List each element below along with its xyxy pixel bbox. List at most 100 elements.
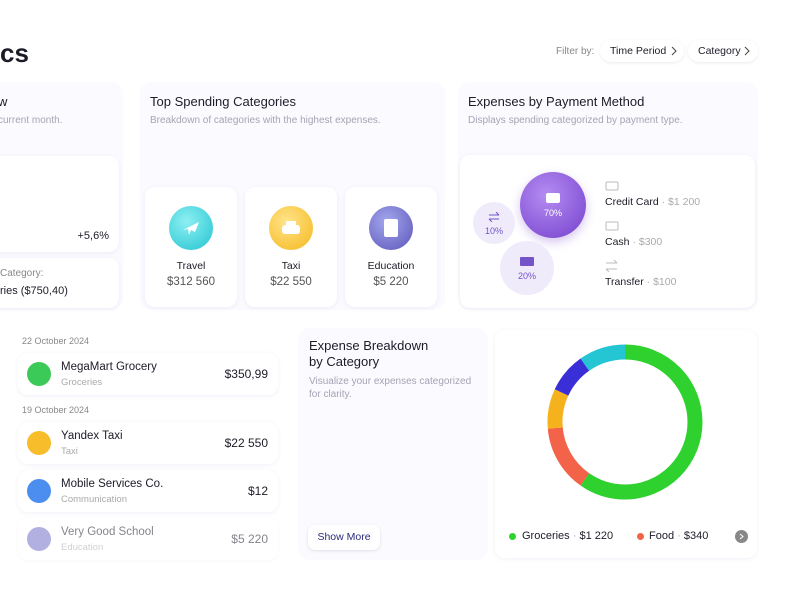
- cash-glyph: [520, 257, 534, 266]
- taxi-glyph: [282, 221, 300, 234]
- method-name: Credit Card: [605, 196, 659, 208]
- filter-text: Category: [698, 45, 741, 57]
- show-more-button[interactable]: Show More: [308, 525, 380, 550]
- legend-dot: [637, 533, 644, 540]
- transaction-category: Communication: [61, 494, 127, 505]
- category-tile: Travel $312 560: [145, 187, 237, 307]
- category-amount: $5 220: [373, 276, 409, 288]
- donut: [547, 344, 703, 500]
- top-spending-card: Top Spending Categories Breakdown of cat…: [140, 82, 445, 310]
- icon: [169, 206, 213, 250]
- legend-amount: $1 220: [579, 530, 614, 542]
- panel: 70% 10% 20% Credit Card · $1 200 Cash · …: [460, 155, 755, 308]
- category-name: Education: [367, 260, 415, 272]
- change: +5,6%: [77, 230, 110, 242]
- transfer-glyph: [488, 212, 500, 222]
- separator: ·: [677, 530, 681, 542]
- card-subtitle: Visualize your expenses categorized for …: [309, 376, 472, 400]
- transaction-row[interactable]: Yandex Taxi Taxi $22 550: [18, 422, 278, 464]
- segment: [547, 344, 703, 500]
- transaction-name: Mobile Services Co.: [61, 478, 164, 490]
- card-title: Expenses by Payment Method: [468, 94, 645, 109]
- category-tile: Taxi $22 550: [245, 187, 337, 307]
- category-label: Category:: [0, 268, 44, 279]
- icon: [27, 527, 51, 551]
- bubble-label: 70%: [543, 208, 562, 218]
- icon: [27, 479, 51, 503]
- separator: ·: [572, 530, 577, 542]
- legend-amount: $340: [683, 530, 709, 542]
- transaction-amount: $350,99: [224, 367, 268, 381]
- icon: [369, 206, 413, 250]
- bubble: 10%: [473, 202, 515, 244]
- segment: [547, 344, 703, 500]
- method-amount: $100: [653, 276, 677, 288]
- method-icon: [605, 181, 619, 191]
- separator: ·: [646, 276, 651, 288]
- card-glyph: [546, 193, 560, 203]
- payment-card: Expenses by Payment Method Displays spen…: [458, 82, 758, 310]
- transaction-row[interactable]: MegaMart Grocery Groceries $350,99: [18, 353, 278, 395]
- method-amount: $300: [638, 236, 663, 248]
- separator: ·: [661, 196, 666, 208]
- chevron: [671, 46, 677, 56]
- page-title: cs: [0, 38, 29, 68]
- card-subtitle: Displays spending categorized by payment…: [468, 115, 683, 126]
- method-icon: [605, 221, 619, 231]
- card-subtitle: current month.: [0, 115, 63, 126]
- card-title: Top Spending Categories: [150, 94, 296, 109]
- method: Cash · $300: [605, 236, 662, 248]
- legend-item: Groceries · $1 220: [522, 530, 613, 542]
- legend-name: Food: [649, 530, 675, 542]
- bubble: 70%: [520, 172, 586, 238]
- legend-name: Groceries: [522, 530, 570, 542]
- transaction-row[interactable]: Very Good School Education $5 220: [18, 518, 278, 560]
- legend-dot: [509, 533, 516, 540]
- bubble-label: 20%: [517, 271, 536, 281]
- panel: +5,6%: [0, 156, 119, 252]
- transaction-name: MegaMart Grocery: [61, 361, 157, 373]
- card-subtitle: Breakdown of categories with the highest…: [150, 115, 381, 126]
- filter-pill[interactable]: Time Period: [600, 40, 684, 62]
- method: Credit Card · $1 200: [605, 196, 700, 208]
- method: Transfer · $100: [605, 276, 676, 288]
- segment: [547, 344, 703, 500]
- segment: [547, 344, 703, 500]
- transaction-category: Taxi: [61, 446, 78, 457]
- panel: Category: ries ($750,40): [0, 258, 119, 308]
- card-title: Expense Breakdown: [309, 338, 429, 353]
- category-amount: $312 560: [167, 276, 215, 288]
- method-amount: $1 200: [668, 196, 701, 208]
- separator: ·: [632, 236, 636, 248]
- legend-next[interactable]: [735, 530, 748, 543]
- card-title: w: [0, 94, 8, 109]
- transaction-category: Groceries: [61, 377, 103, 388]
- bubble: 20%: [500, 241, 554, 295]
- transaction-amount: $12: [247, 484, 268, 498]
- transaction-name: Very Good School: [61, 526, 154, 538]
- category-tile: Education $5 220: [345, 187, 437, 307]
- transaction-category: Education: [61, 542, 104, 553]
- icon: [269, 206, 313, 250]
- filter-label: Filter by:: [556, 46, 595, 57]
- plane-glyph: [183, 222, 199, 235]
- card-title: by Category: [309, 354, 380, 369]
- date: 22 October 2024: [22, 336, 90, 346]
- bubble-label: 10%: [484, 226, 503, 236]
- chevron: [744, 46, 750, 56]
- donut-card: Groceries · $1 220 Food · $340: [495, 330, 757, 558]
- icon: [27, 431, 51, 455]
- category-name: Travel: [176, 260, 206, 272]
- method-name: Transfer: [605, 276, 644, 288]
- transaction-row[interactable]: Mobile Services Co. Communication $12: [18, 470, 278, 512]
- transaction-name: Yandex Taxi: [61, 430, 123, 442]
- icon: [27, 362, 51, 386]
- category-amount: $22 550: [270, 276, 312, 288]
- date: 19 October 2024: [22, 405, 90, 415]
- category-value: ries ($750,40): [0, 285, 68, 297]
- filter-pill[interactable]: Category: [688, 40, 758, 62]
- filter-text: Time Period: [610, 45, 667, 57]
- overview-card: w current month. +5,6% Category: ries ($…: [0, 82, 123, 310]
- method-icon: [605, 260, 618, 272]
